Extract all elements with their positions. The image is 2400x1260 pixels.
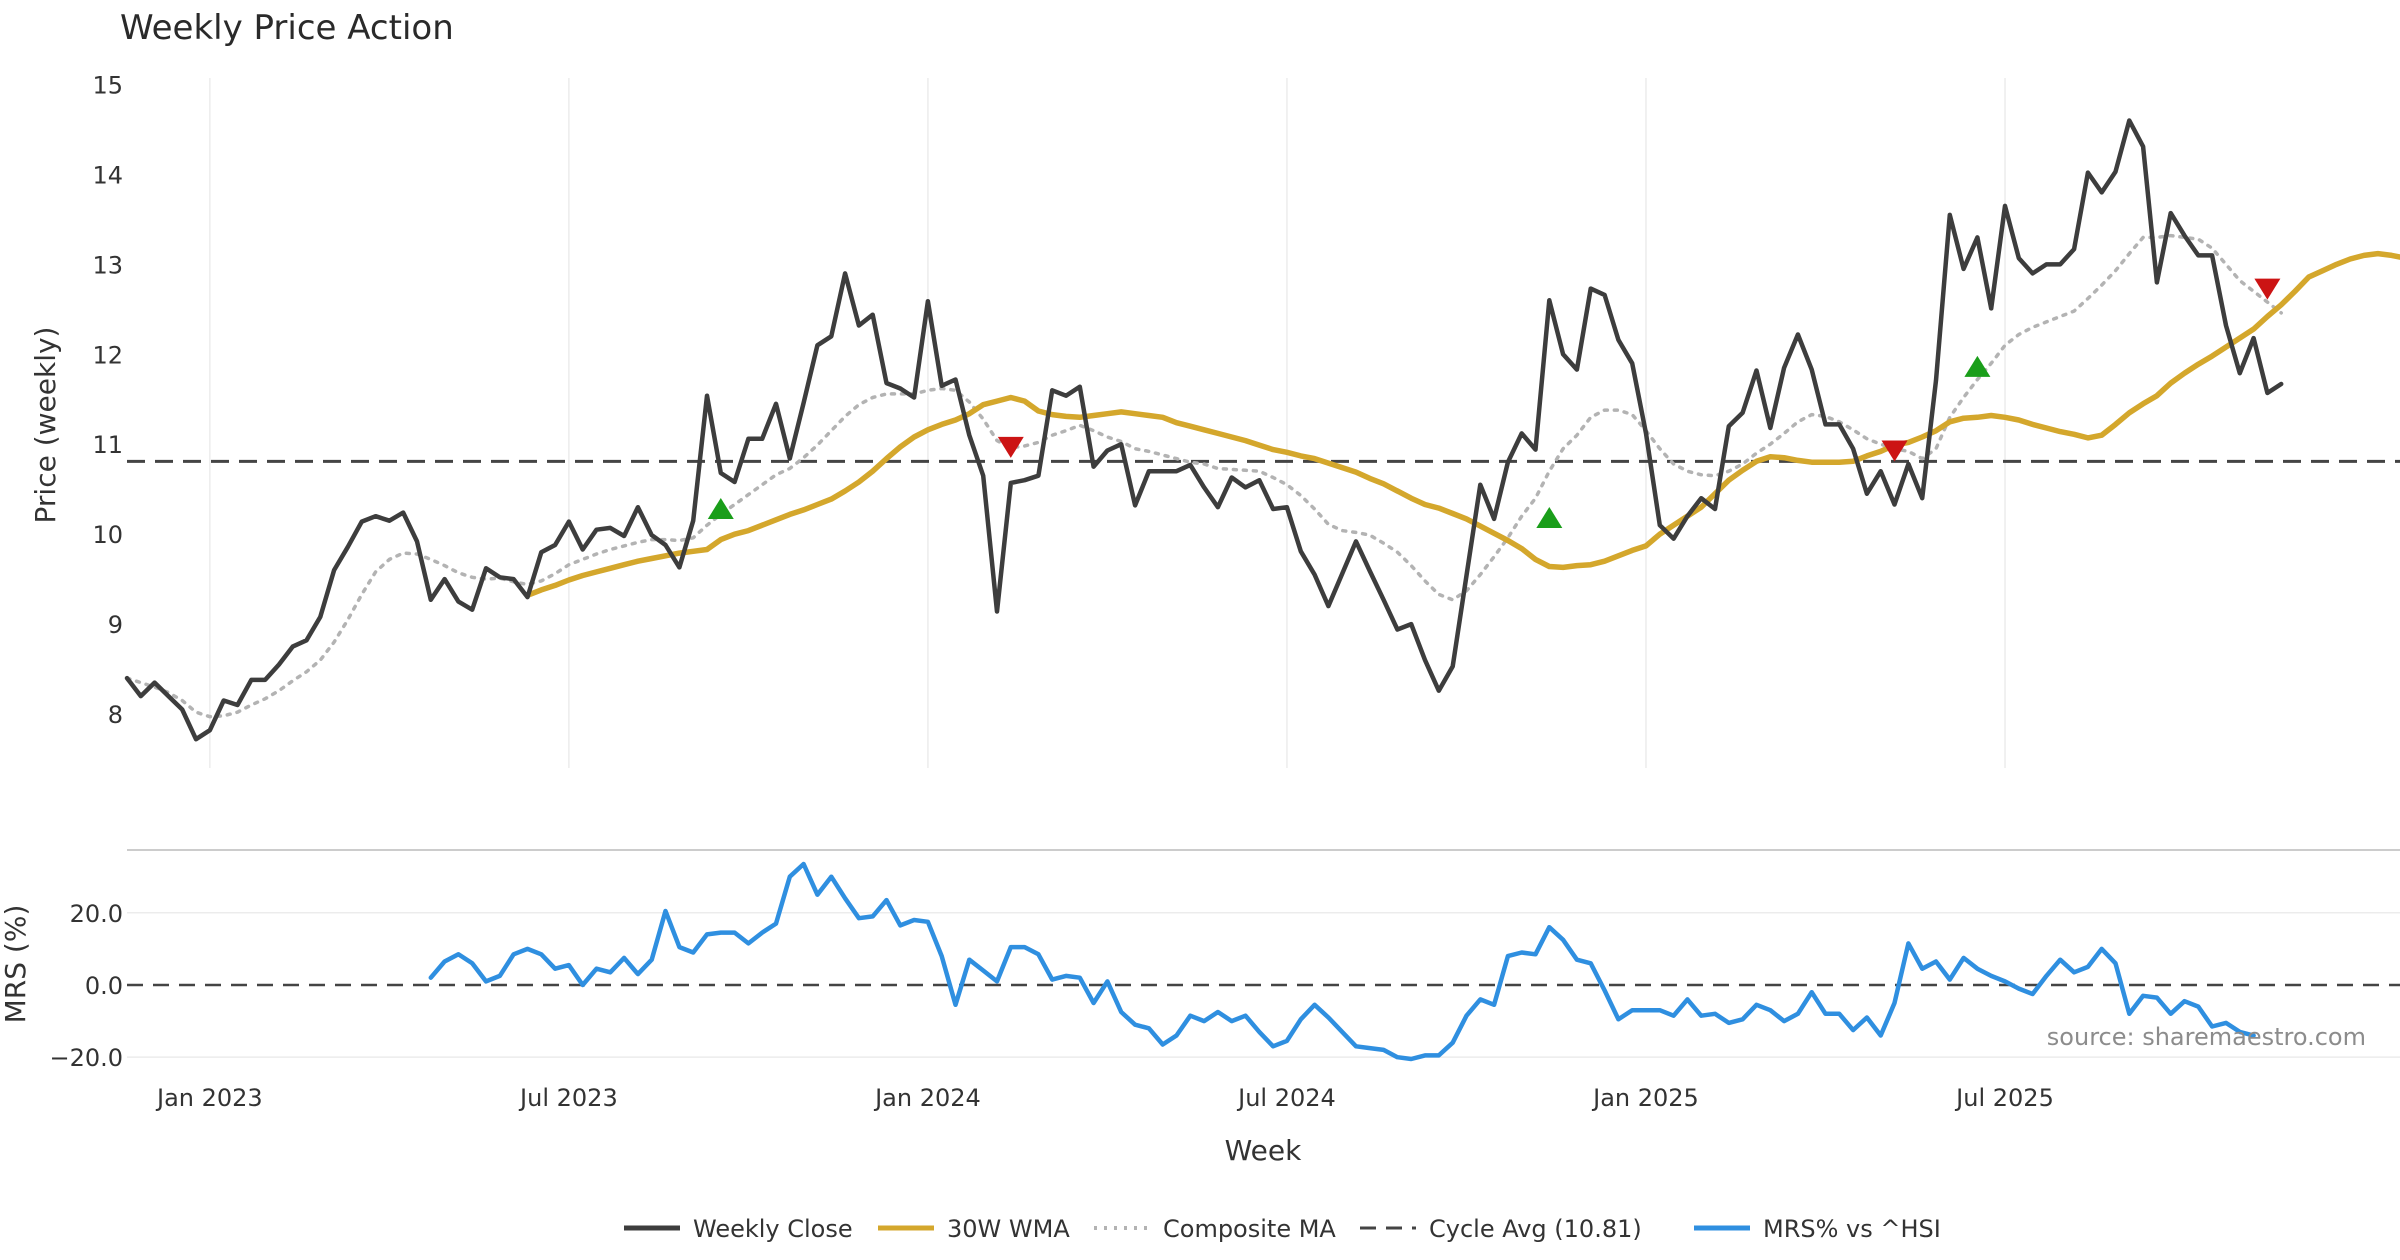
legend-label: Composite MA [1163,1215,1336,1243]
legend-item-mrs-vs-hsi: MRS% vs ^HSI [1694,1215,1941,1243]
mrs-y-tick-label: −20.0 [49,1044,123,1072]
legend-label: MRS% vs ^HSI [1763,1215,1941,1243]
sell-signal-marker [1881,440,1908,462]
series-composite-ma [125,233,2283,719]
price-y-tick-label: 14 [92,161,123,189]
x-ticks: Jan 2023 Jul 2023 Jan 2024 Jul 2024 Jan 2025… [155,1084,2054,1112]
price-y-tick-label: 10 [92,521,123,549]
price-y-tick-label: 11 [92,431,123,459]
legend-item-composite-ma: Composite MA [1094,1215,1336,1243]
mrs-series [428,861,2256,1062]
price-y-tick-label: 9 [108,611,123,639]
mrs-y-axis-label: MRS (%) [0,905,32,1024]
buy-signal-marker [1536,506,1563,528]
mrs-grid [127,912,2400,1058]
mrs-y-tick-label: 20.0 [70,900,123,928]
series-mrs-vs-hsi [428,861,2256,1062]
price-y-tick-label: 13 [92,251,123,279]
mrs-y-ticks: 20.0 0.0 −20.0 [49,900,123,1072]
x-tick-label: Jan 2025 [1591,1084,1699,1112]
buy-signal-marker [1964,355,1991,377]
legend-item-30w-wma: 30W WMA [878,1215,1070,1243]
price-y-tick-label: 12 [92,341,123,369]
x-tick-label: Jan 2023 [155,1084,263,1112]
legend-item-weekly-close: Weekly Close [624,1215,853,1243]
sell-signal-marker [2254,278,2281,300]
legend-label: Cycle Avg (10.81) [1429,1215,1642,1243]
price-y-tick-label: 15 [92,71,123,99]
legend-item-cycle-avg-10-81: Cycle Avg (10.81) [1360,1215,1642,1243]
buy-signal-marker [707,497,734,519]
legend-label: Weekly Close [693,1215,853,1243]
chart-title: Weekly Price Action [120,8,454,48]
price-y-ticks: 8 9 10 11 12 13 14 15 [92,71,123,729]
source-note: source: sharemaestro.com [2047,1023,2366,1051]
price-series [124,118,2400,742]
price-y-tick-label: 8 [108,701,123,729]
signal-markers [707,278,2281,528]
legend-label: 30W WMA [947,1215,1070,1243]
mrs-y-tick-label: 0.0 [85,972,123,1000]
x-tick-label: Jul 2023 [518,1084,618,1112]
x-axis-label: Week [1225,1134,1302,1167]
sell-signal-marker [997,436,1024,458]
series-weekly-close [124,118,2284,742]
x-tick-label: Jan 2024 [873,1084,981,1112]
x-tick-label: Jul 2025 [1954,1084,2054,1112]
x-tick-label: Jul 2024 [1236,1084,1336,1112]
price-y-axis-label: Price (weekly) [29,327,62,524]
legend: Weekly Close 30W WMA Composite MA Cycle Avg… [624,1215,1941,1243]
series-30w-wma [524,250,2400,599]
